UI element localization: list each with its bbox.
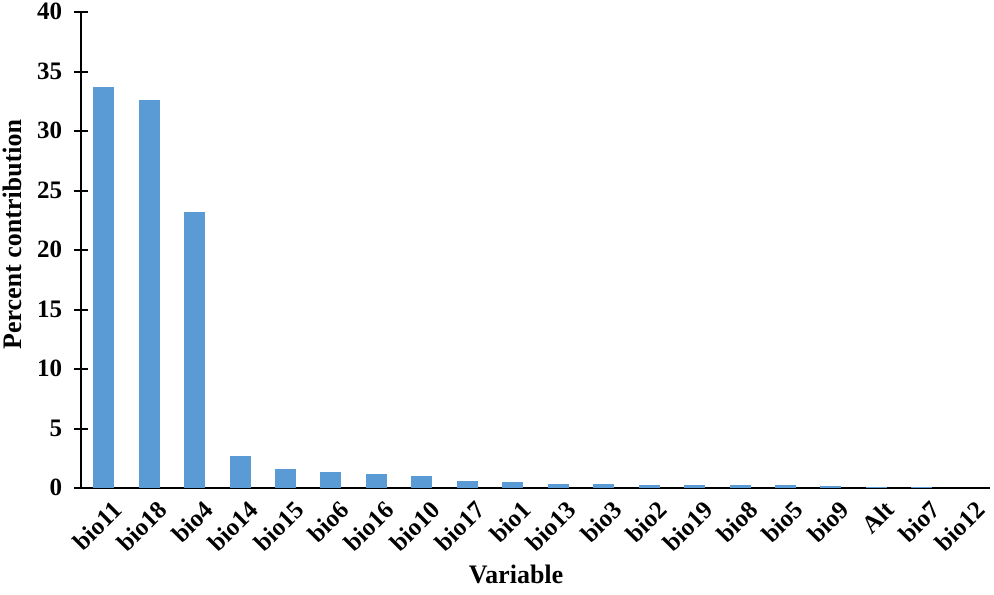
bar-bio19 [684, 485, 705, 488]
y-axis-tick-mark [74, 249, 88, 251]
y-axis-tick-mark [74, 11, 88, 13]
bar-bio1 [502, 482, 523, 488]
y-axis-tick-label: 20 [37, 236, 62, 263]
y-axis-tick-label: 5 [49, 414, 63, 442]
bar-bio5 [775, 485, 796, 488]
bar-bio7 [911, 487, 932, 488]
y-axis-tick-mark [74, 487, 88, 489]
bar-bio15 [275, 469, 296, 488]
y-axis-tick-mark [74, 130, 88, 132]
y-axis-tick-label: 30 [37, 117, 62, 144]
y-axis-tick-label: 40 [37, 0, 62, 25]
y-axis-tick-label: 35 [37, 57, 62, 85]
y-axis-tick-mark [74, 308, 88, 311]
bar-bio10 [411, 476, 432, 488]
bar-bio11 [93, 87, 114, 488]
y-axis-tick-label: 0 [49, 474, 63, 501]
bar-Alt [866, 487, 887, 488]
bar-bio9 [820, 486, 841, 488]
y-axis-tick-mark [74, 368, 88, 370]
bar-bio8 [730, 485, 751, 488]
y-axis-tick-label: 15 [37, 295, 62, 323]
y-axis-tick-label: 25 [37, 176, 62, 204]
bar-bio2 [639, 485, 660, 488]
bar-bio16 [366, 474, 387, 488]
bar-bio18 [139, 100, 160, 488]
bar-bio14 [230, 456, 251, 488]
y-axis-tick-mark [74, 189, 88, 192]
bar-bio3 [593, 484, 614, 488]
bar-bio6 [320, 472, 341, 488]
y-axis-tick-label: 10 [37, 355, 62, 382]
bar-bio17 [457, 481, 478, 488]
y-axis-tick-mark [74, 70, 88, 73]
x-axis-title: Variable [468, 560, 564, 589]
y-axis-tick-mark [74, 427, 88, 430]
plot-area [80, 12, 990, 489]
bar-bio4 [184, 212, 205, 488]
bar-bio13 [548, 484, 569, 488]
